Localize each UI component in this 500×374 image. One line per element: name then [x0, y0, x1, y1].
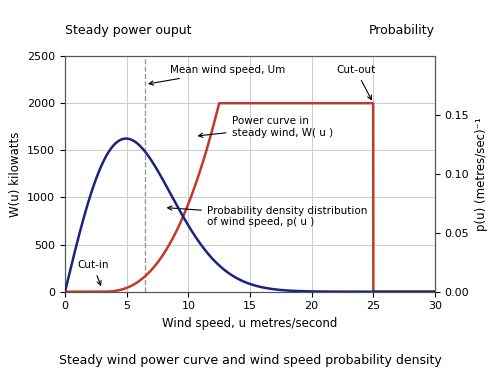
Y-axis label: p(u) (metres/sec)⁻¹: p(u) (metres/sec)⁻¹	[475, 117, 488, 231]
Text: Steady power ouput: Steady power ouput	[65, 24, 192, 37]
Text: Power curve in
steady wind, W( u ): Power curve in steady wind, W( u )	[198, 116, 332, 138]
Text: Cut-out: Cut-out	[336, 65, 376, 99]
Text: Probability: Probability	[369, 24, 435, 37]
Text: Cut-in: Cut-in	[78, 260, 109, 285]
Y-axis label: W(u) kilowatts: W(u) kilowatts	[8, 131, 22, 217]
Text: Steady wind power curve and wind speed probability density: Steady wind power curve and wind speed p…	[58, 353, 442, 367]
Text: Mean wind speed, Um: Mean wind speed, Um	[149, 65, 285, 85]
Text: Probability density distribution
of wind speed, p( u ): Probability density distribution of wind…	[168, 206, 367, 227]
X-axis label: Wind speed, u metres/second: Wind speed, u metres/second	[162, 317, 338, 330]
